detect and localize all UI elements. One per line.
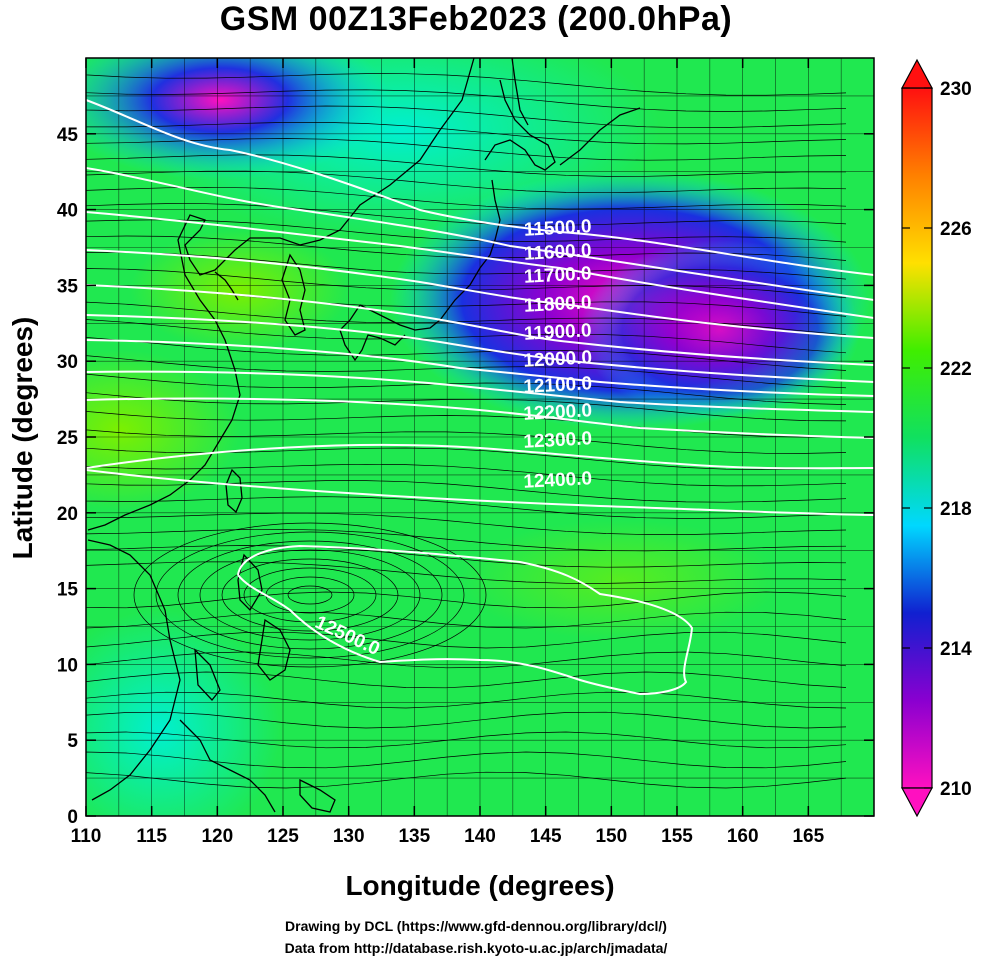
colorbar-label: 218: [940, 499, 972, 520]
streamline: [86, 631, 847, 649]
streamline: [86, 138, 847, 161]
x-tick-label: 130: [333, 826, 365, 847]
streamline: [86, 104, 847, 129]
streamline: [86, 528, 847, 552]
contour-label: 11900.0: [523, 320, 592, 345]
colorbar-label: 210: [940, 779, 972, 800]
contour-label: 11600.0: [523, 240, 592, 265]
streamline: [86, 561, 847, 584]
x-tick-label: 125: [267, 826, 299, 847]
x-tick-label: 145: [530, 826, 562, 847]
y-tick-label: 10: [57, 655, 78, 676]
x-tick-label: 120: [201, 826, 233, 847]
streamline: [86, 252, 847, 280]
y-tick-label: 0: [67, 807, 78, 828]
x-tick-label: 155: [661, 826, 693, 847]
colorbar-label: 222: [940, 359, 972, 380]
x-axis-title: Longitude (degrees): [345, 870, 614, 901]
streamline: [86, 711, 847, 729]
x-axis: 110 115 120 125 130 135 140 145 150 155 160 165: [71, 58, 825, 847]
contour-label: 11800.0: [523, 292, 592, 317]
streamline: [86, 731, 847, 749]
streamline-vortex: [155, 531, 465, 659]
streamline: [86, 691, 847, 709]
x-tick-label: 115: [136, 826, 167, 847]
streamline: [86, 461, 847, 487]
streamline: [86, 427, 847, 454]
y-tick-label: 20: [57, 504, 78, 525]
streamline: [86, 671, 847, 689]
streamline-vortex: [243, 567, 377, 623]
streamline: [86, 170, 847, 194]
credit-line-data: Data from http://database.rish.kyoto-u.a…: [284, 940, 668, 956]
contour-label: 11700.0: [523, 263, 592, 288]
y-tick-label: 5: [67, 731, 78, 752]
streamline: [86, 478, 847, 503]
credit-line-dcl: Drawing by DCL (https://www.gfd-dennou.o…: [285, 918, 667, 934]
streamline: [86, 651, 847, 669]
y-tick-label: 30: [57, 352, 78, 373]
streamline: [86, 219, 847, 243]
streamline: [86, 392, 847, 422]
contour-label: 12200.0: [523, 400, 593, 425]
streamline: [86, 121, 847, 145]
streamline: [86, 319, 847, 354]
height-contours: [86, 99, 874, 696]
streamline-vortex: [177, 540, 443, 650]
colorbar: 230 226 222 218 214 210: [900, 58, 972, 818]
contour-label: 11500.0: [523, 216, 592, 241]
streamline-vortex: [287, 585, 333, 605]
colorbar-bar: [901, 87, 933, 789]
x-tick-label: 135: [398, 826, 430, 847]
streamline-vortex: [133, 522, 487, 668]
y-axis-title: Latitude (degrees): [7, 317, 38, 560]
x-tick-label: 150: [595, 826, 627, 847]
contour-label: 12300.0: [523, 428, 593, 453]
y-tick-label: 45: [57, 125, 79, 146]
contour-label: 12400.0: [523, 468, 593, 493]
y-tick-label: 15: [57, 580, 79, 601]
y-tick-label: 40: [57, 201, 78, 222]
streamline: [86, 87, 847, 112]
graticule: [86, 58, 874, 816]
streamline: [86, 154, 847, 177]
streamline: [86, 355, 847, 389]
streamline: [86, 203, 847, 226]
streamline: [86, 70, 847, 96]
x-tick-label: 160: [727, 826, 759, 847]
colorbar-max-arrow: [900, 58, 934, 89]
colorbar-label: 214: [940, 639, 972, 660]
y-tick-label: 35: [57, 276, 79, 297]
streamline: [86, 591, 847, 609]
chart-title: GSM 00Z13Feb2023 (200.0hPa): [219, 0, 733, 38]
colorbar-label: 230: [940, 79, 972, 100]
y-axis: 0 5 10 15 20 25 30 35 40 45: [57, 125, 874, 828]
streamline: [86, 337, 847, 371]
x-tick-label: 165: [792, 826, 824, 847]
colorbar-label: 226: [940, 219, 972, 240]
streamline: [86, 771, 847, 789]
colorbar-min-arrow: [900, 787, 934, 818]
x-tick-label: 140: [464, 826, 496, 847]
y-tick-label: 25: [57, 428, 79, 449]
streamline-vortex: [221, 558, 399, 632]
streamline: [86, 444, 847, 471]
streamline: [86, 268, 847, 299]
streamline: [86, 495, 847, 519]
streamline: [86, 611, 847, 629]
streamline: [86, 512, 847, 535]
contour-label: 12000.0: [523, 347, 593, 372]
x-tick-label: 110: [71, 826, 102, 847]
contour-label: 12100.0: [523, 373, 593, 398]
streamline-vortex: [199, 549, 421, 641]
streamline: [86, 410, 847, 438]
streamline: [86, 751, 847, 769]
